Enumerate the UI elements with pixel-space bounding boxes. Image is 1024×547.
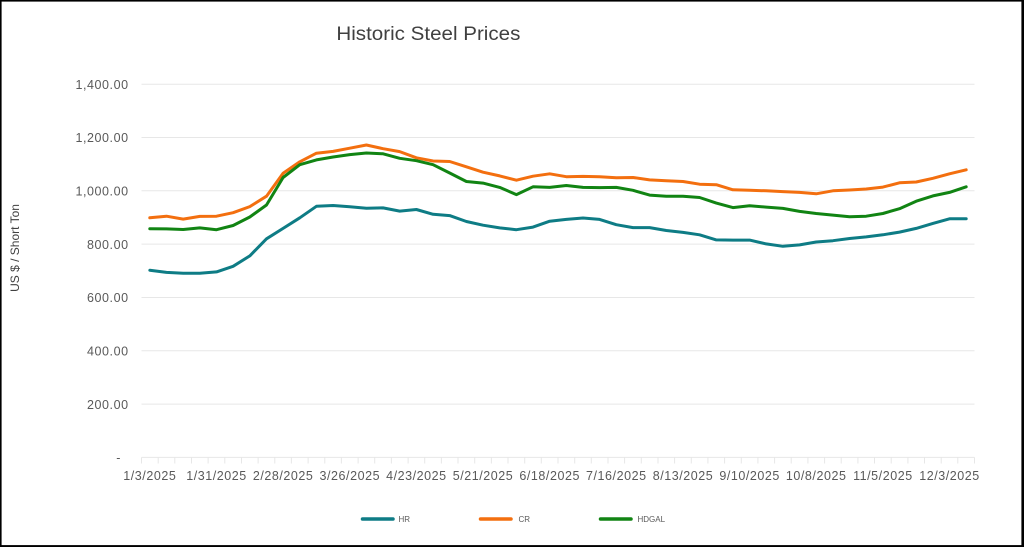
svg-text:1,200.00: 1,200.00 bbox=[76, 131, 129, 145]
svg-text:400.00: 400.00 bbox=[87, 345, 129, 359]
svg-text:HR: HR bbox=[399, 515, 411, 524]
svg-text:HDGAL: HDGAL bbox=[638, 515, 666, 524]
svg-text:11/5/2025: 11/5/2025 bbox=[853, 469, 913, 483]
svg-text:10/8/2025: 10/8/2025 bbox=[786, 469, 847, 483]
svg-text:1,000.00: 1,000.00 bbox=[76, 185, 129, 199]
svg-text:Historic Steel Prices: Historic Steel Prices bbox=[336, 23, 520, 45]
svg-text:8/13/2025: 8/13/2025 bbox=[653, 469, 714, 483]
svg-text:US $ / Short Ton: US $ / Short Ton bbox=[8, 204, 22, 292]
svg-text:600.00: 600.00 bbox=[87, 291, 129, 305]
svg-text:1,400.00: 1,400.00 bbox=[76, 78, 129, 92]
svg-text:3/26/2025: 3/26/2025 bbox=[320, 469, 381, 483]
svg-text:6/18/2025: 6/18/2025 bbox=[519, 469, 580, 483]
svg-text:9/10/2025: 9/10/2025 bbox=[719, 469, 780, 483]
svg-text:1/31/2025: 1/31/2025 bbox=[186, 469, 247, 483]
svg-text:4/23/2025: 4/23/2025 bbox=[386, 469, 447, 483]
svg-text:2/28/2025: 2/28/2025 bbox=[253, 469, 314, 483]
svg-text:200.00: 200.00 bbox=[87, 398, 129, 412]
svg-text:800.00: 800.00 bbox=[87, 238, 129, 252]
svg-text:1/3/2025: 1/3/2025 bbox=[123, 469, 176, 483]
svg-text:-: - bbox=[116, 451, 121, 465]
svg-text:5/21/2025: 5/21/2025 bbox=[453, 469, 514, 483]
svg-text:12/3/2025: 12/3/2025 bbox=[919, 469, 980, 483]
svg-text:CR: CR bbox=[519, 515, 531, 524]
svg-text:7/16/2025: 7/16/2025 bbox=[586, 469, 647, 483]
